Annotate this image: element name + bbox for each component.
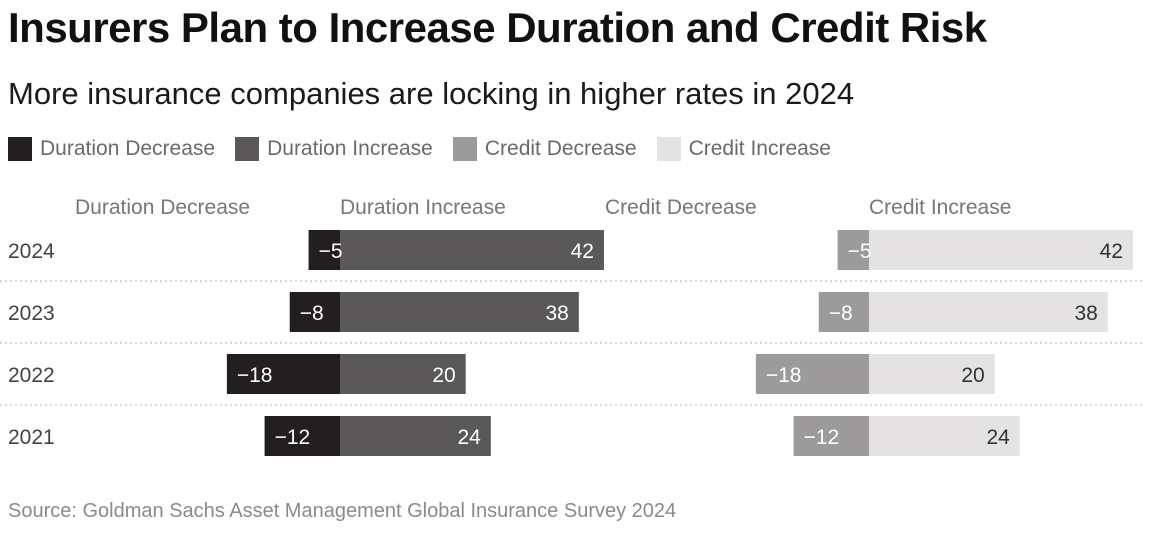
data-label: −18 — [766, 364, 802, 387]
bar-duration-increase — [340, 230, 604, 270]
category-label: 2022 — [8, 364, 55, 387]
panel-header-label: Credit Increase — [869, 196, 1011, 219]
data-label: −5 — [319, 240, 343, 263]
chart-subtitle: More insurance companies are locking in … — [8, 76, 855, 111]
bar-credit-increase — [869, 230, 1133, 270]
bar-duration-decrease — [289, 292, 340, 332]
bar-duration-decrease — [308, 230, 340, 270]
data-label: 38 — [545, 302, 568, 325]
panel-header-label: Duration Decrease — [75, 196, 250, 219]
data-label: −5 — [848, 240, 872, 263]
data-label: 24 — [986, 426, 1010, 449]
bar-credit-decrease — [837, 230, 869, 270]
legend-label: Credit Increase — [688, 137, 831, 160]
legend-item-duration-increase: Duration Increase — [235, 137, 433, 161]
data-label: 24 — [457, 426, 481, 449]
data-label: 42 — [1100, 240, 1123, 263]
source-note: Source: Goldman Sachs Asset Management G… — [8, 500, 677, 522]
bar-credit-decrease — [793, 416, 869, 456]
legend: Duration Decrease Duration Increase Cred… — [8, 137, 851, 161]
legend-label: Credit Decrease — [484, 137, 637, 160]
bar-duration-increase — [340, 354, 466, 394]
legend-swatch-duration-decrease — [8, 137, 32, 161]
panel-header-label: Credit Decrease — [605, 196, 757, 219]
legend-swatch-duration-increase — [235, 137, 260, 161]
chart-title: Insurers Plan to Increase Duration and C… — [8, 4, 987, 51]
panel-header-label: Duration Increase — [340, 196, 506, 219]
legend-item-credit-increase: Credit Increase — [656, 137, 831, 161]
category-label: 2024 — [8, 240, 55, 263]
bar-credit-decrease — [755, 354, 869, 394]
bar-duration-decrease — [226, 354, 340, 394]
data-label: 38 — [1074, 302, 1097, 325]
data-label: −18 — [237, 364, 273, 387]
data-label: 42 — [571, 240, 594, 263]
data-label: −8 — [829, 302, 853, 325]
data-label: 20 — [961, 364, 984, 387]
legend-label: Duration Increase — [267, 137, 433, 160]
bar-credit-decrease — [818, 292, 869, 332]
legend-item-duration-decrease: Duration Decrease — [8, 137, 215, 161]
data-label: 20 — [432, 364, 455, 387]
data-label: −8 — [300, 302, 324, 325]
bar-credit-increase — [869, 416, 1020, 456]
category-label: 2021 — [8, 426, 55, 449]
bar-credit-increase — [869, 354, 995, 394]
bar-credit-increase — [869, 292, 1108, 332]
category-label: 2023 — [8, 302, 55, 325]
bar-duration-decrease — [264, 416, 340, 456]
bar-duration-increase — [340, 416, 491, 456]
bar-duration-increase — [340, 292, 579, 332]
legend-swatch-credit-decrease — [452, 137, 477, 161]
data-label: −12 — [275, 426, 311, 449]
legend-swatch-credit-increase — [656, 137, 681, 161]
data-label: −12 — [804, 426, 840, 449]
legend-label: Duration Decrease — [40, 137, 216, 160]
legend-item-credit-decrease: Credit Decrease — [452, 137, 637, 161]
